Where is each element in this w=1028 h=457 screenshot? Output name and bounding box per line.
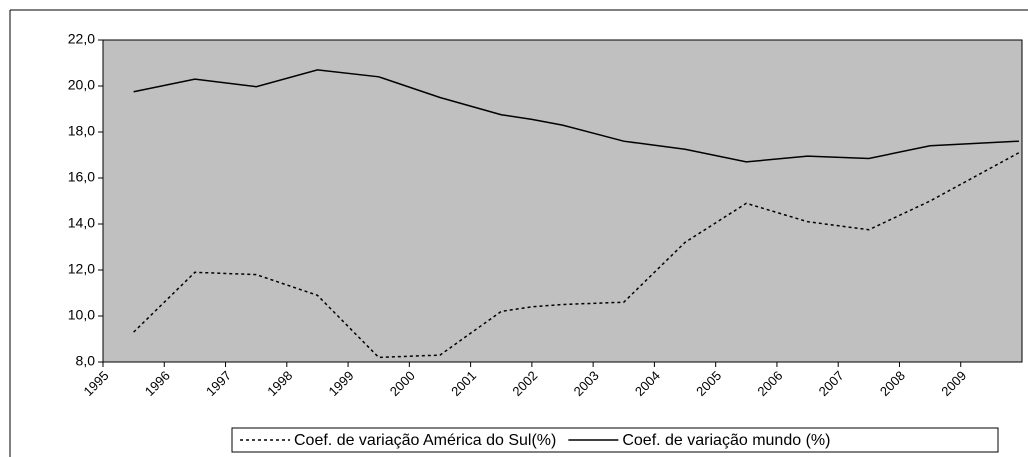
y-tick-label: 14,0 [68,215,95,231]
x-tick-label: 2007 [816,368,847,399]
y-tick-label: 12,0 [68,261,95,277]
plot-area [102,39,1023,363]
y-tick-label: 16,0 [68,169,95,185]
legend: Coef. de variação América do Sul(%) Coef.… [231,427,999,453]
x-tick-label: 2003 [571,368,602,399]
legend-label: Coef. de variação América do Sul(%) [294,432,556,449]
x-tick-label: 1998 [264,368,295,399]
x-tick-label: 1999 [326,368,357,399]
x-tick-label: 2000 [387,368,418,399]
x-tick-label: 2004 [632,368,663,399]
x-tick-label: 2002 [509,368,540,399]
x-tick-label: 2001 [448,368,479,399]
x-tick-label: 1996 [142,368,173,399]
x-tick-label: 1997 [203,368,234,399]
y-tick-label: 18,0 [68,123,95,139]
series-line [133,69,1019,163]
x-tick-label: 2008 [877,368,908,399]
series-line [133,152,1020,359]
x-tick-label: 2006 [754,368,785,399]
x-tick-label: 1995 [80,368,111,399]
y-tick-label: 8,0 [76,353,96,369]
y-tick-label: 10,0 [68,307,95,323]
x-tick-label: 2009 [938,368,969,399]
legend-label: Coef. de variação mundo (%) [622,432,830,449]
x-tick-label: 2005 [693,368,724,399]
y-tick-label: 20,0 [68,77,95,93]
y-tick-label: 22,0 [68,31,95,47]
